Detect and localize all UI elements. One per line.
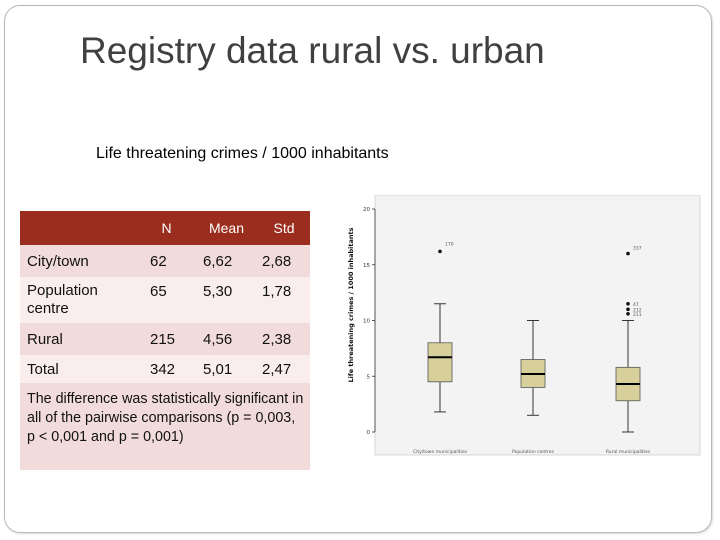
row-label: Total bbox=[20, 355, 138, 383]
y-tick-label: 0 bbox=[367, 430, 371, 436]
cell-mean: 5,30 bbox=[195, 277, 258, 323]
y-axis-label: Life threatening crimes / 1000 inhabitan… bbox=[347, 227, 355, 382]
row-label: Population centre bbox=[20, 277, 138, 323]
outlier-point bbox=[626, 301, 630, 306]
cell-mean: 6,62 bbox=[195, 245, 258, 277]
row-label: City/town bbox=[20, 245, 138, 277]
cell-std: 2,68 bbox=[258, 245, 310, 277]
slide-frame bbox=[4, 5, 712, 533]
outlier-label: 47 bbox=[633, 302, 639, 308]
outlier-point bbox=[626, 251, 630, 256]
boxplot-svg: Life threatening crimes / 1000 inhabitan… bbox=[347, 194, 701, 456]
slide-title: Registry data rural vs. urban bbox=[80, 30, 545, 71]
outlier-point bbox=[626, 312, 630, 316]
outlier-point bbox=[626, 307, 630, 312]
table-row: Rural 215 4,56 2,38 bbox=[20, 323, 310, 355]
x-ticks: City/town municipalities Population centr… bbox=[413, 449, 651, 455]
x-tick-label: Rural municipalities bbox=[606, 449, 651, 455]
table-header-cell: Mean bbox=[195, 211, 258, 245]
cell-std: 2,38 bbox=[258, 323, 310, 355]
y-ticks: 0 5 10 15 20 bbox=[363, 207, 375, 436]
cell-std: 1,78 bbox=[258, 277, 310, 323]
x-tick-label: Population centres bbox=[512, 449, 554, 455]
outlier-label: 212 bbox=[633, 307, 642, 313]
row-label: Rural bbox=[20, 323, 138, 355]
chart-background bbox=[374, 194, 701, 456]
table-header-cell: N bbox=[138, 211, 195, 245]
significance-note: The difference was statistically signifi… bbox=[20, 383, 310, 470]
table-row: City/town 62 6,62 2,68 bbox=[20, 245, 310, 277]
table-header-cell bbox=[20, 211, 138, 245]
y-tick-label: 15 bbox=[363, 263, 370, 269]
cell-n: 342 bbox=[138, 355, 195, 383]
table-header-row: N Mean Std bbox=[20, 211, 310, 245]
cell-n: 215 bbox=[138, 323, 195, 355]
outlier-label: 170 bbox=[445, 241, 454, 247]
cell-n: 62 bbox=[138, 245, 195, 277]
outlier-label: 211 bbox=[633, 312, 642, 318]
cell-mean: 5,01 bbox=[195, 355, 258, 383]
cell-mean: 4,56 bbox=[195, 323, 258, 355]
table-header-cell: Std bbox=[258, 211, 310, 245]
y-tick-label: 5 bbox=[367, 374, 371, 380]
outlier-label: 337 bbox=[633, 246, 642, 252]
boxplot-chart: Life threatening crimes / 1000 inhabitan… bbox=[345, 194, 705, 465]
cell-std: 2,47 bbox=[258, 355, 310, 383]
y-tick-label: 20 bbox=[363, 207, 370, 213]
cell-n: 65 bbox=[138, 277, 195, 323]
table-row: Population centre 65 5,30 1,78 bbox=[20, 277, 310, 323]
outlier-point bbox=[438, 249, 442, 254]
x-tick-label: City/town municipalities bbox=[413, 449, 468, 455]
stats-table: N Mean Std City/town 62 6,62 2,68 Popula… bbox=[20, 211, 310, 383]
box bbox=[427, 342, 453, 383]
y-tick-label: 10 bbox=[363, 319, 370, 325]
slide-subtitle: Life threatening crimes / 1000 inhabitan… bbox=[96, 145, 389, 162]
table-row: Total 342 5,01 2,47 bbox=[20, 355, 310, 383]
